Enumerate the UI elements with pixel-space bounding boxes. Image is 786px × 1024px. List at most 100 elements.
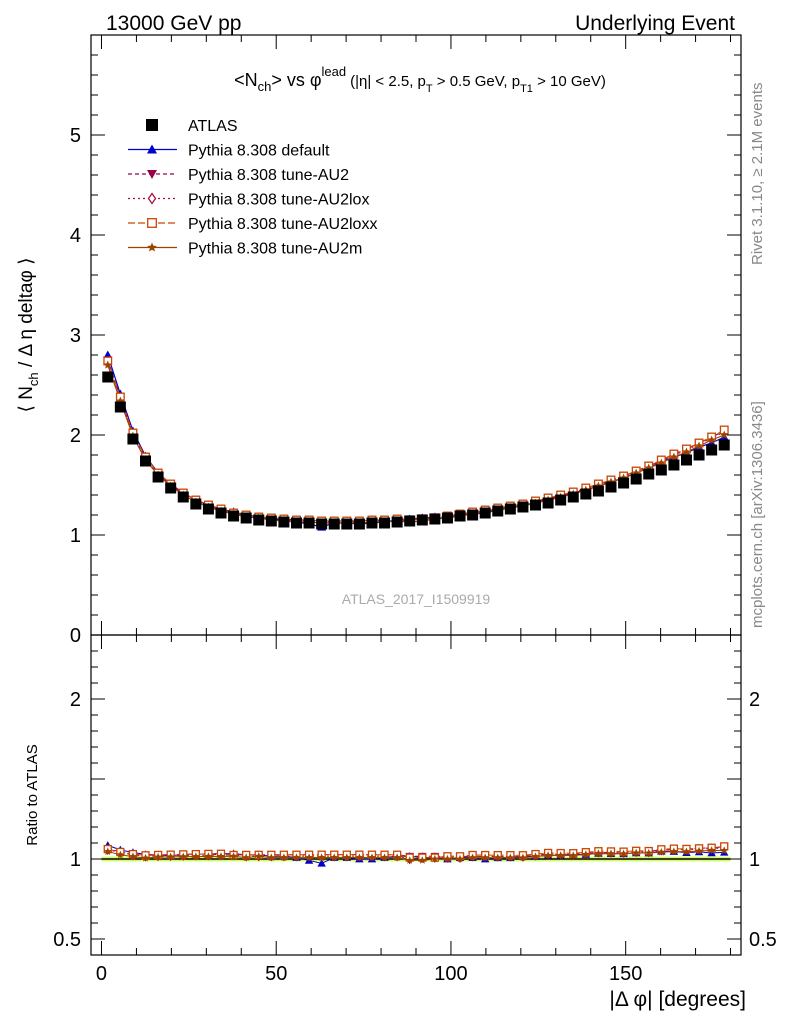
data-point-atlas	[265, 515, 277, 527]
data-point-atlas	[479, 507, 491, 519]
data-point-atlas	[542, 497, 554, 509]
x-tick-label: 100	[434, 963, 467, 985]
ratio-panel: 0 50 100 150 0.5 0.5 1 1 2 2 Ratio to ATLAS |Δ φ…	[24, 634, 777, 1011]
data-point-atlas	[555, 494, 567, 506]
x-tick-label: 50	[265, 963, 287, 985]
data-point-atlas	[592, 485, 604, 497]
legend-label-default: Pythia 8.308 default	[188, 143, 330, 160]
ratio-point-au2m	[279, 853, 288, 861]
data-point-atlas	[190, 498, 202, 510]
data-point-atlas	[165, 482, 177, 494]
data-point-atlas	[114, 401, 126, 413]
ratio-point-au2m	[682, 847, 691, 856]
data-point-atlas	[177, 491, 189, 503]
ratio-point-au2m	[493, 853, 502, 862]
ratio-point-au2m	[393, 853, 402, 861]
legend-label-atlas: ATLAS	[188, 118, 238, 135]
data-point-atlas	[215, 507, 227, 519]
rivet-label: Rivet 3.1.10, ≥ 2.1M events	[749, 83, 766, 266]
watermark: ATLAS_2017_I1509919	[342, 591, 491, 607]
main-x-ticks	[100, 35, 732, 635]
ratio-y-ticks: 0.5 0.5 1 1 2 2	[53, 650, 777, 951]
data-point-atlas	[643, 468, 655, 480]
ratio-y-tick-label-right: 1	[749, 849, 760, 871]
legend-label-au2m: Pythia 8.308 tune-AU2m	[188, 241, 362, 258]
data-point-atlas	[303, 517, 315, 529]
legend: ATLAS Pythia 8.308 default Pythia 8.308 tu…	[128, 118, 377, 258]
data-point-atlas	[404, 515, 416, 527]
data-point-atlas	[341, 518, 353, 530]
data-point-au2m	[682, 447, 691, 456]
ratio-point-au2m	[154, 852, 163, 861]
data-point-atlas	[668, 459, 680, 471]
ratio-point-au2m	[166, 852, 175, 861]
ratio-point-au2m	[544, 851, 553, 859]
ratio-y-tick-label: 2	[70, 689, 81, 711]
series-markers	[102, 350, 730, 531]
ratio-point-au2m	[669, 847, 678, 855]
legend-marker-au2lox	[147, 192, 157, 205]
legend-marker-au2m	[147, 242, 157, 252]
ratio-point-au2m	[191, 852, 200, 860]
data-point-atlas	[140, 455, 152, 467]
data-point-atlas	[127, 433, 139, 445]
legend-label-au2loxx: Pythia 8.308 tune-AU2loxx	[188, 216, 377, 233]
main-panel: 0 1 2 3 4 5 <Nch> vs φlead(|η| < 2.5, pT > 0.…	[16, 34, 742, 647]
ratio-point-au2m	[556, 851, 565, 859]
data-point-atlas	[102, 371, 114, 383]
ratio-point-au2m	[103, 847, 112, 855]
legend-label-au2lox: Pythia 8.308 tune-AU2lox	[188, 192, 369, 209]
ratio-point-au2m	[342, 853, 351, 861]
legend-marker-au2	[147, 170, 157, 179]
data-point-au2m	[669, 452, 679, 461]
ratio-point-au2m	[481, 853, 490, 862]
ratio-point-au2m	[141, 853, 150, 862]
ratio-y-tick-label: 0.5	[53, 929, 81, 951]
mcplots-label: mcplots.cern.ch [arXiv:1306.3436]	[749, 401, 766, 628]
ratio-point-au2m	[569, 851, 578, 859]
ratio-markers	[103, 841, 729, 867]
ratio-point-au2m	[607, 849, 615, 857]
ratio-point-au2m	[430, 854, 439, 863]
ratio-point-au2m	[380, 853, 389, 861]
ratio-point-au2m	[695, 846, 704, 855]
data-point-atlas	[441, 512, 453, 524]
ratio-point-au2m	[531, 852, 540, 860]
main-y-tick-label: 2	[70, 425, 81, 447]
data-point-atlas	[680, 454, 692, 466]
ratio-point-au2m	[657, 848, 666, 856]
ratio-point-au2m	[707, 846, 716, 854]
x-axis-label: |Δ φ| [degrees]	[609, 988, 746, 1011]
data-point-atlas	[328, 518, 340, 530]
x-tick-label: 0	[96, 963, 107, 985]
data-point-atlas	[618, 477, 630, 489]
ratio-panel-frame	[90, 634, 742, 956]
ratio-point-au2m	[330, 853, 339, 861]
data-point-au2m	[103, 360, 113, 369]
data-point-atlas	[517, 501, 529, 513]
data-point-atlas	[429, 513, 441, 525]
ratio-point-au2m	[179, 852, 188, 861]
ratio-point-au2m	[242, 853, 251, 862]
ratio-point-au2m	[116, 850, 125, 859]
main-title: <Nch> vs φlead(|η| < 2.5, pT > 0.5 GeV, …	[234, 64, 606, 95]
ratio-point-au2m	[267, 853, 276, 861]
ratio-y-tick-label-right: 2	[749, 689, 760, 711]
data-point-atlas	[253, 514, 265, 526]
data-point-atlas	[391, 516, 403, 528]
data-point-au2m	[707, 435, 716, 444]
ratio-point-au2m	[229, 852, 238, 860]
main-y-tick-label: 1	[70, 525, 81, 547]
ratio-x-ticks: 0 50 100 150	[96, 635, 732, 985]
data-point-atlas	[353, 518, 365, 530]
ratio-point-au2m	[468, 853, 477, 862]
legend-marker-default	[147, 144, 157, 154]
main-y-axis-label: ⟨ Nch / Δ η deltaφ ⟩	[16, 258, 41, 413]
data-point-atlas	[567, 491, 579, 503]
ratio-y-tick-label-right: 0.5	[749, 929, 777, 951]
data-point-atlas	[467, 509, 479, 521]
ratio-point-au2m	[418, 856, 427, 864]
ratio-point-au2m	[254, 852, 263, 860]
data-point-au2m	[694, 441, 704, 450]
